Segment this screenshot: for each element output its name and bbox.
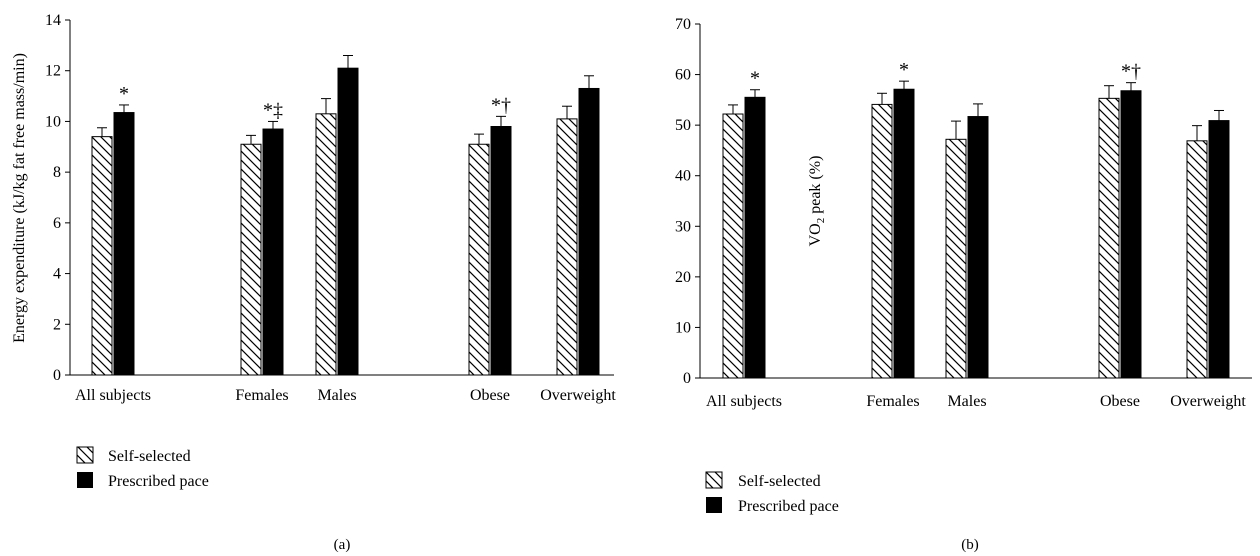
- panel-b-x-tick-label-females: Females: [866, 393, 919, 410]
- panel-a-bar-males-prescribed-pace: [337, 67, 359, 376]
- panel-b-significance-label-all-subjects: *: [750, 68, 760, 90]
- panel-b-bar-obese-prescribed-pace: [1120, 90, 1142, 379]
- panel-a-label: (a): [334, 537, 351, 553]
- panel-a-significance-label-females: *‡: [263, 99, 283, 121]
- legend-label-prescribed-pace: Prescribed pace: [738, 498, 839, 515]
- panel-b-significance-label-obese: *†: [1121, 61, 1141, 83]
- panel-a-y-tick-label: 2: [53, 316, 61, 333]
- panel-b-x-tick-label-overweight: Overweight: [1170, 393, 1246, 410]
- panel-a-chart: Energy expenditure (kJ/kg fat free mass/…: [11, 12, 616, 553]
- panel-b-chart: VO2 peak (%) 0 10 20 30 40 50 60 70 All subjects…: [675, 16, 1252, 553]
- panel-b-legend: Self-selected Prescribed pace: [705, 471, 839, 515]
- panel-b-bar-females-self-selected: [871, 103, 893, 379]
- panel-a-x-tick-label-obese: Obese: [470, 387, 510, 404]
- panel-b-bar-females-prescribed-pace: [893, 88, 915, 379]
- panel-a-bar-overweight-self-selected: [556, 118, 578, 376]
- panel-b-y-tick-label: 10: [675, 319, 691, 336]
- panel-a-y-tick-label: 8: [53, 164, 61, 181]
- panel-a-y-tick-label: 0: [53, 367, 61, 384]
- panel-a-significance-label-obese: *†: [491, 94, 511, 116]
- panel-b-bar-males-prescribed-pace: [967, 116, 989, 379]
- panel-b-y-tick-label: 0: [683, 370, 691, 387]
- panel-a-y-tick-label: 12: [45, 63, 61, 80]
- legend-swatch-self-selected: [705, 471, 723, 489]
- panel-a-bar-males-self-selected: [315, 113, 337, 376]
- panel-b-y-tick-label: 30: [675, 218, 691, 235]
- panel-b-y-tick-label: 70: [675, 16, 691, 33]
- legend-swatch-prescribed-pace: [77, 472, 93, 488]
- panel-a-bar-obese-self-selected: [468, 143, 490, 376]
- panel-b-y-tick-label: 50: [675, 117, 691, 134]
- panel-a-bar-females-prescribed-pace: [262, 128, 284, 376]
- panel-a-significance-label-all-subjects: *: [119, 83, 129, 105]
- panel-a-y-tick-label: 10: [45, 113, 61, 130]
- panel-a-x-tick-label-males: Males: [317, 387, 356, 404]
- panel-a-bar-all-subjects-self-selected: [91, 136, 113, 376]
- panel-b-y-tick-label: 40: [675, 168, 691, 185]
- panel-b-bar-all-subjects-prescribed-pace: [744, 96, 766, 379]
- panel-b-y-tick-label: 20: [675, 269, 691, 286]
- panel-a-x-tick-label-overweight: Overweight: [540, 387, 616, 404]
- panel-b-label: (b): [961, 537, 979, 553]
- panel-a-y-tick-label: 6: [53, 215, 61, 232]
- panel-a-bar-overweight-prescribed-pace: [578, 87, 600, 376]
- panel-a-x-tick-label-all-subjects: All subjects: [75, 387, 151, 404]
- legend-swatch-prescribed-pace: [706, 497, 722, 513]
- panel-a-x-tick-label-females: Females: [235, 387, 288, 404]
- panel-a-y-axis-label: Energy expenditure (kJ/kg fat free mass/…: [11, 53, 28, 343]
- panel-b-x-tick-label-obese: Obese: [1100, 393, 1140, 410]
- panel-b-y-tick-label: 60: [675, 67, 691, 84]
- panel-b-bar-obese-self-selected: [1098, 97, 1120, 379]
- panel-a-bar-females-self-selected: [240, 143, 262, 376]
- panel-a-bar-obese-prescribed-pace: [490, 126, 512, 376]
- panel-a-bar-all-subjects-prescribed-pace: [113, 112, 135, 376]
- panel-b-significance-label-females: *: [899, 59, 909, 81]
- panel-b-x-tick-label-males: Males: [947, 393, 986, 410]
- panel-b-bar-all-subjects-self-selected: [722, 113, 744, 379]
- panel-b-bar-males-self-selected: [945, 138, 967, 379]
- legend-label-self-selected: Self-selected: [738, 473, 821, 490]
- panel-b-bar-overweight-self-selected: [1186, 140, 1208, 379]
- legend-label-prescribed-pace: Prescribed pace: [108, 473, 209, 490]
- panel-b-x-tick-label-all-subjects: All subjects: [706, 393, 782, 410]
- panel-a-y-tick-label: 14: [45, 12, 61, 29]
- panel-a-y-tick-label: 4: [53, 266, 61, 283]
- legend-swatch-self-selected: [76, 446, 94, 464]
- panel-b-y-axis-label: VO2 peak (%): [807, 156, 827, 247]
- legend-label-self-selected: Self-selected: [108, 448, 191, 465]
- panel-a-legend: Self-selected Prescribed pace: [76, 446, 209, 490]
- panel-b-bar-overweight-prescribed-pace: [1208, 120, 1230, 379]
